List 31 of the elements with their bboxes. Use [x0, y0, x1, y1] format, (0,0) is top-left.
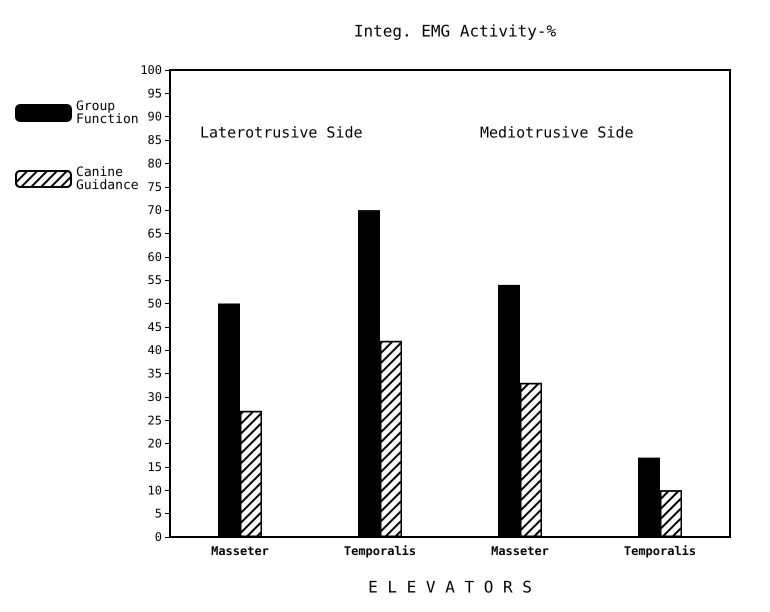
y-tick-label: 35: [148, 366, 162, 381]
y-tick-label: 15: [148, 460, 162, 474]
y-tick-label: 55: [148, 273, 162, 288]
y-tick-label: 70: [148, 203, 162, 218]
chart-title: Integ. EMG Activity-%: [354, 22, 557, 40]
x-tick-label: Temporalis: [344, 544, 416, 558]
x-tick-label: Masseter: [211, 544, 269, 558]
y-tick-label: 5: [154, 506, 162, 521]
y-tick-label: 60: [148, 250, 162, 264]
y-tick-label: 85: [148, 133, 162, 148]
annotation: Laterotrusive Side: [200, 124, 363, 142]
x-tick-label: Masseter: [491, 544, 549, 558]
x-tick-label: Temporalis: [624, 544, 696, 558]
y-tick-label: 30: [148, 390, 162, 404]
y-tick-label: 95: [148, 86, 162, 100]
legend-label: Group Function: [76, 99, 139, 127]
legend-label: Canine Guidance: [76, 165, 139, 193]
y-tick-label: 65: [148, 226, 162, 240]
y-tick-label: 0: [154, 530, 162, 544]
y-tick-label: 20: [148, 436, 162, 451]
y-tick-label: 50: [148, 296, 162, 310]
y-tick-label: 40: [148, 343, 162, 358]
x-axis-title: E L E V A T O R S: [368, 578, 532, 596]
y-tick-label: 75: [148, 180, 162, 194]
y-tick-label: 100: [140, 63, 162, 77]
y-tick-label: 25: [148, 413, 162, 428]
annotation: Mediotrusive Side: [480, 124, 634, 142]
y-tick-label: 90: [148, 110, 162, 124]
y-tick-label: 10: [148, 483, 162, 498]
y-tick-label: 45: [148, 320, 162, 334]
y-tick-label: 80: [148, 156, 162, 170]
